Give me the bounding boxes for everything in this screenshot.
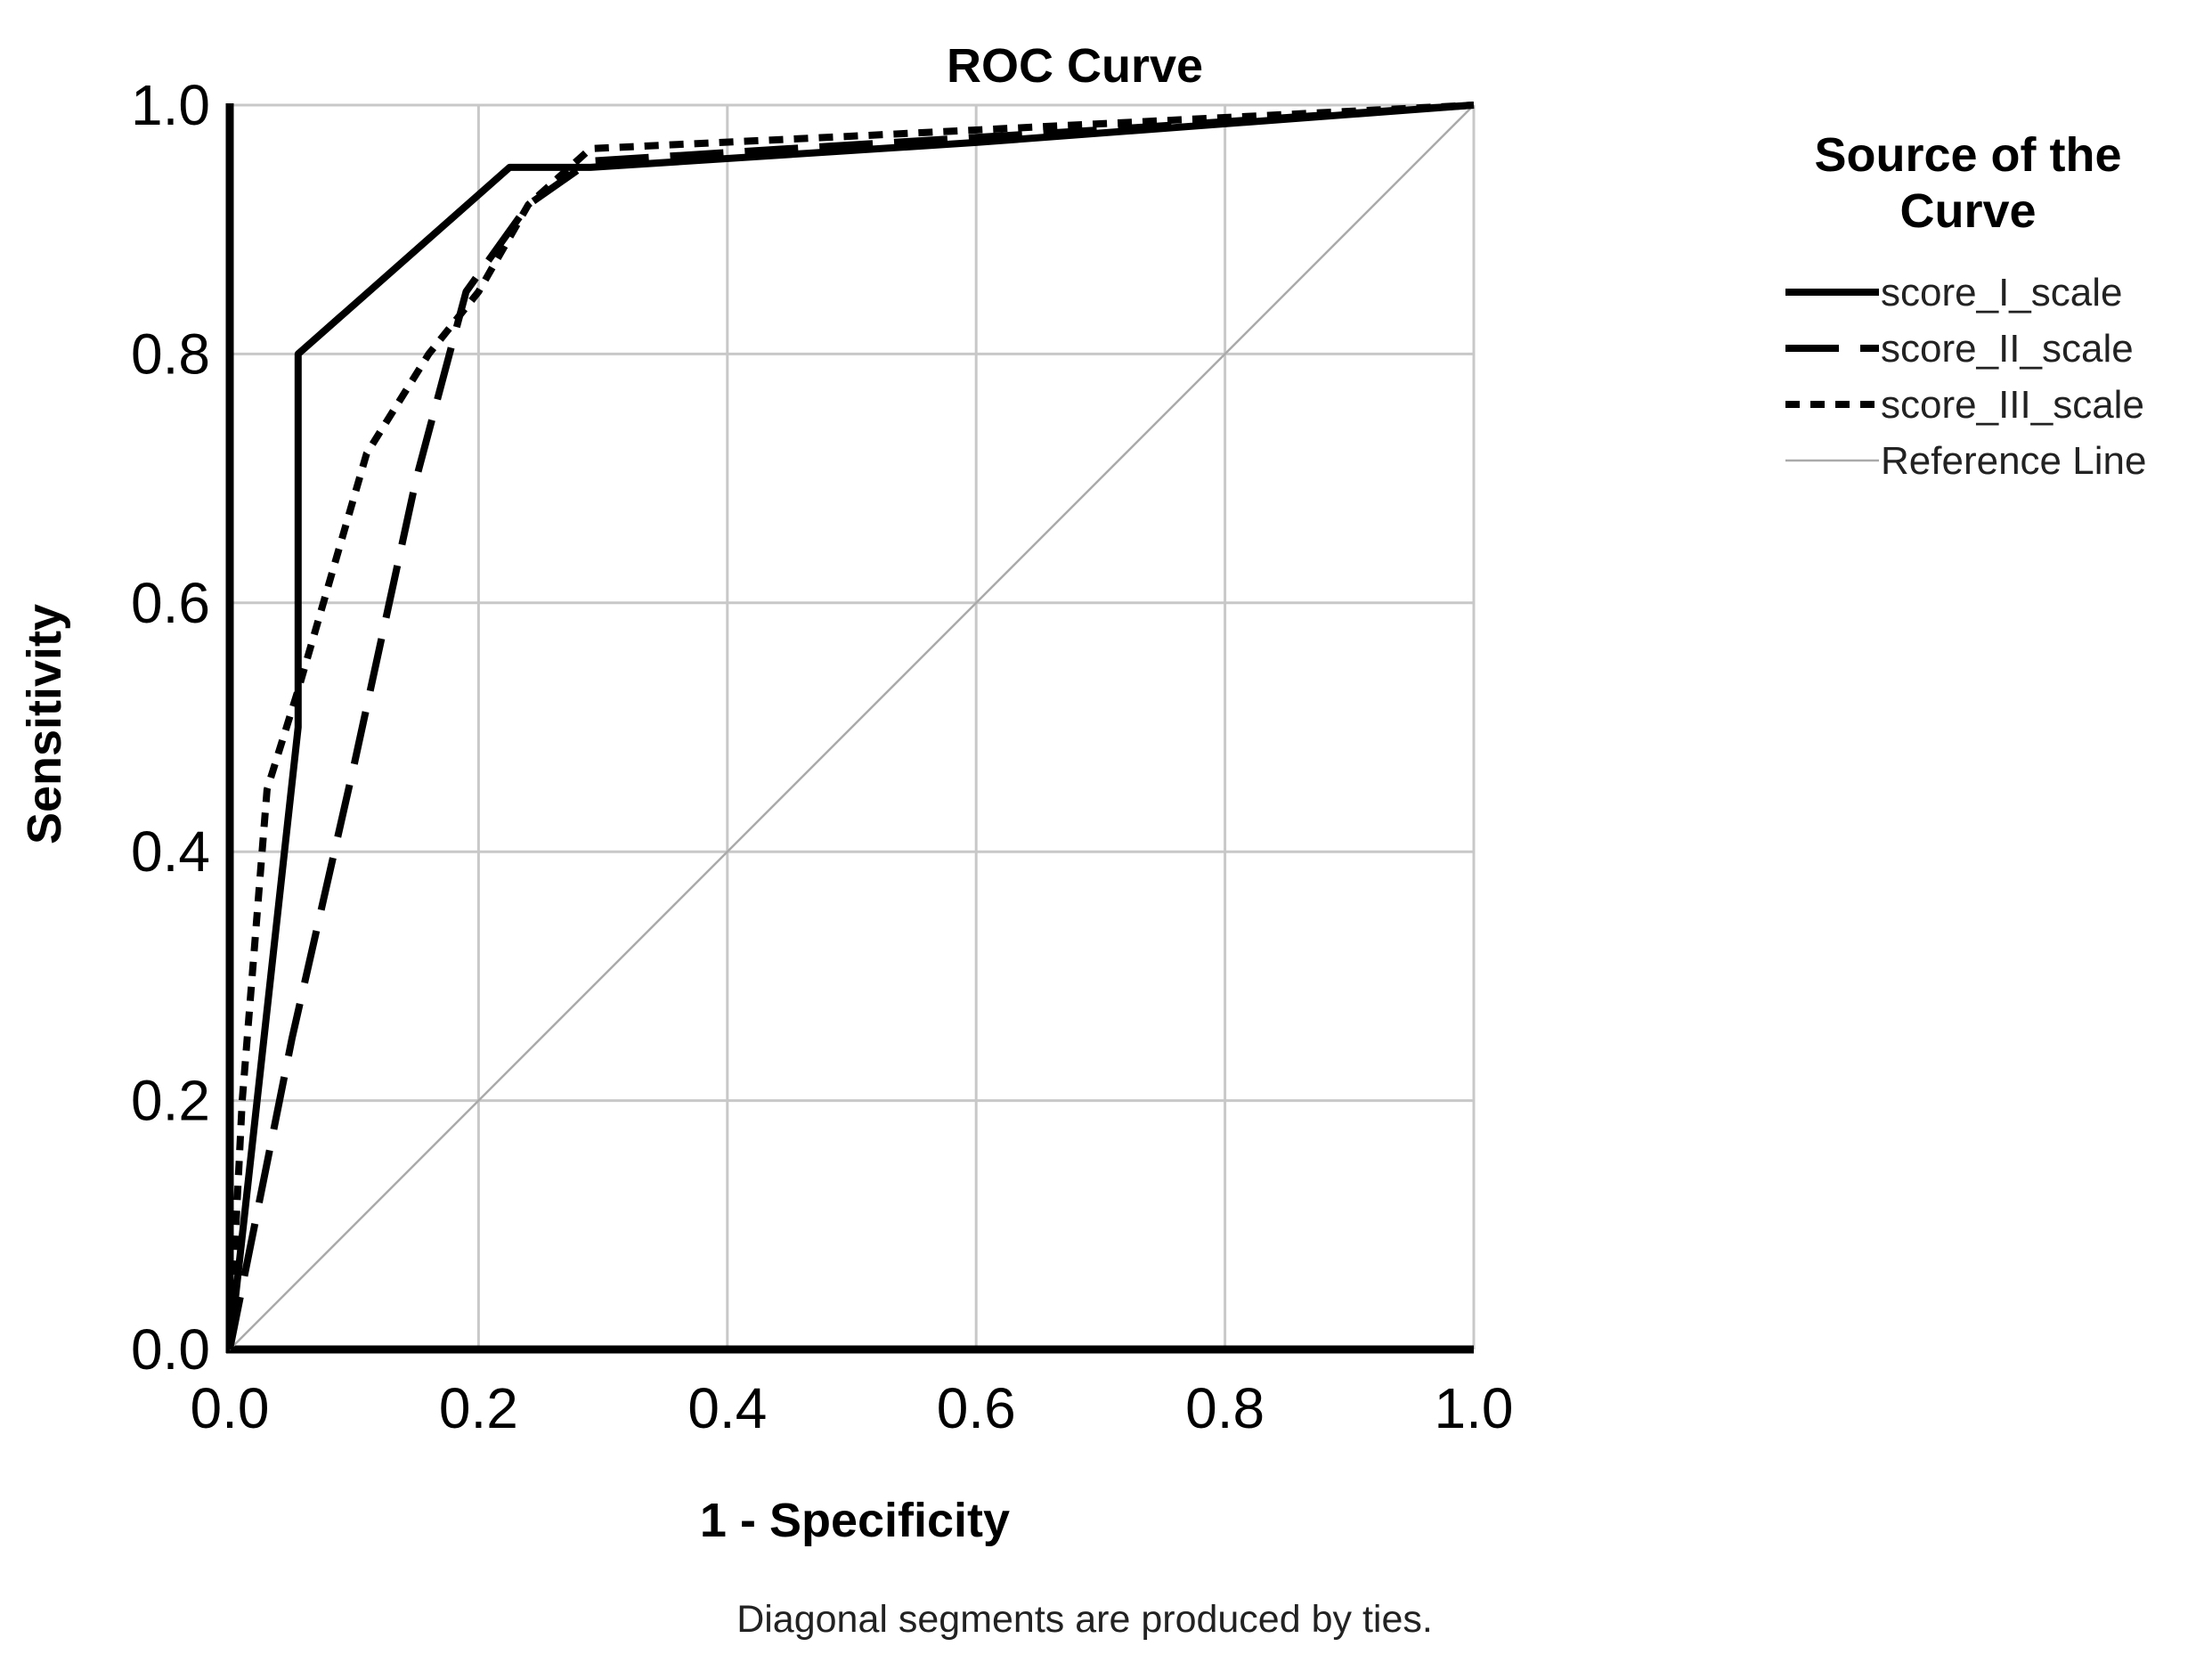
x-tick-label: 0.2 — [439, 1376, 518, 1440]
y-axis-label: Sensitivity — [18, 604, 71, 844]
legend-title-line-2: Curve — [1899, 184, 2036, 238]
series-line-reference-line — [229, 104, 1475, 1350]
series-layer — [226, 102, 1475, 1350]
series-line-score-iii-scale — [226, 102, 1475, 1350]
tick-labels: 0.0 0.2 0.4 0.6 0.8 1.0 0.0 0.2 0.4 0.6 0.8 1.0 — [131, 73, 1513, 1440]
x-axis-label: 1 - Specificity — [700, 1494, 1010, 1547]
series-line-score-ii-scale — [226, 102, 1475, 1350]
footnote: Diagonal segments are produced by ties. — [736, 1598, 1433, 1641]
x-tick-label: 0.6 — [937, 1376, 1016, 1440]
legend-label-score-iii-scale: score_III_scale — [1881, 383, 2144, 427]
legend-entries: score_I_scale score_II_scale score_III_sca… — [1785, 271, 2146, 483]
y-tick-label: 0.4 — [131, 819, 210, 884]
legend: Source of the Curve score_I_scalescore_I… — [1785, 128, 2146, 483]
chart-title: ROC Curve — [947, 39, 1203, 93]
axes — [225, 103, 1474, 1354]
y-tick-label: 0.2 — [131, 1069, 210, 1133]
legend-label-score-ii-scale: score_II_scale — [1881, 327, 2134, 371]
legend-title-line-1: Source of the — [1814, 128, 2121, 182]
y-tick-label: 0.8 — [131, 322, 210, 386]
x-tick-label: 0.8 — [1185, 1376, 1265, 1440]
series-line-score-i-scale — [226, 102, 1475, 1350]
x-tick-label: 1.0 — [1435, 1376, 1514, 1440]
legend-label-score-i-scale: score_I_scale — [1881, 271, 2122, 314]
y-tick-label: 0.6 — [131, 571, 210, 635]
y-tick-label: 1.0 — [131, 73, 210, 137]
x-tick-label: 0.0 — [191, 1376, 270, 1440]
y-tick-label: 0.0 — [131, 1317, 210, 1382]
grid — [228, 103, 1476, 1351]
x-tick-label: 0.4 — [687, 1376, 767, 1440]
legend-label-reference-line: Reference Line — [1881, 439, 2146, 483]
